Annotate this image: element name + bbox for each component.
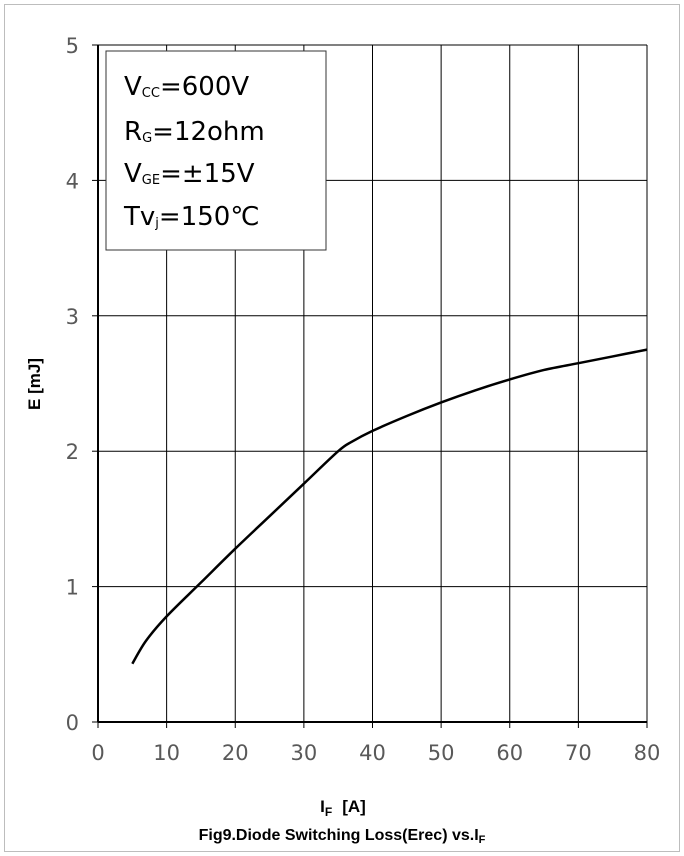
x-tick-label: 40 xyxy=(359,741,386,765)
y-axis-label: E [mJ] xyxy=(25,358,44,410)
y-tick-label: 0 xyxy=(66,711,79,735)
x-tick-label: 20 xyxy=(222,741,249,765)
x-tick-labels: 0 10 20 30 40 50 60 70 80 xyxy=(91,741,660,765)
annotation-vcc: VCC=600V xyxy=(124,72,249,102)
x-tick-label: 60 xyxy=(496,741,523,765)
y-tick-label: 4 xyxy=(66,169,79,193)
y-tick-label: 3 xyxy=(66,305,79,329)
y-tick-label: 2 xyxy=(66,440,79,464)
x-tick-label: 50 xyxy=(428,741,455,765)
annotation-rg: RG=12ohm xyxy=(124,117,265,147)
y-tick-label: 5 xyxy=(66,34,79,58)
axes xyxy=(92,44,648,728)
erec-curve xyxy=(131,348,648,665)
x-tick-label: 10 xyxy=(153,741,180,765)
chart-title: Fig9.Diode Switching Loss(Erec) vs.IF xyxy=(199,827,486,846)
annotation-frame xyxy=(105,50,327,251)
x-tick-label: 70 xyxy=(565,741,592,765)
x-axis-label: IF [A] xyxy=(320,797,366,819)
y-tick-labels: 0 1 2 3 4 5 xyxy=(66,34,79,735)
x-tick-label: 80 xyxy=(634,741,661,765)
x-tick-label: 30 xyxy=(291,741,318,765)
annotation-tvj: Tvj=150℃ xyxy=(123,202,260,232)
x-tick-label: 0 xyxy=(91,741,104,765)
annotation-vge: VGE=±15V xyxy=(124,159,255,189)
figure-frame xyxy=(4,4,680,852)
annotation-box: VCC=600V RG=12ohm VGE=±15V Tvj=150℃ xyxy=(105,50,327,251)
y-tick-label: 1 xyxy=(66,576,79,600)
